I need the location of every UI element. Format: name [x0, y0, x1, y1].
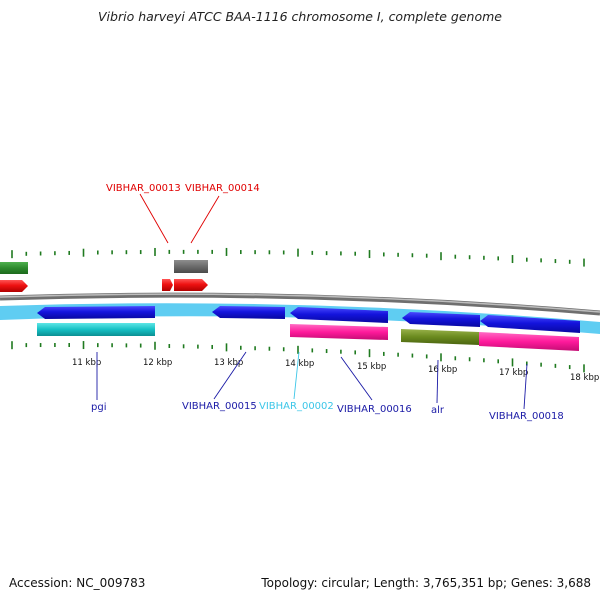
tick-label: 17 kbp	[499, 368, 528, 378]
reverse-cds-alr[interactable]	[402, 312, 480, 327]
label-leader-lines	[96, 193, 528, 410]
gene-labels: VIBHAR_00013 VIBHAR_00014 pgi VIBHAR_000…	[91, 183, 564, 422]
kbp-tick-labels: 11 kbp 12 kbp 13 kbp 14 kbp 15 kbp 16 kb…	[72, 358, 599, 383]
gene-label-pgi[interactable]: pgi	[91, 402, 106, 413]
gene-label-vibhar-00016[interactable]: VIBHAR_00016	[337, 404, 412, 415]
tick-label: 15 kbp	[357, 362, 386, 372]
misc-feature-vibhar-00002[interactable]	[290, 324, 388, 340]
leader-vibhar-00002	[293, 351, 300, 400]
leader-vibhar-00013	[139, 193, 169, 244]
gray-feature[interactable]	[174, 260, 208, 273]
upper-tick-ruler	[11, 247, 585, 267]
tick-label: 13 kbp	[214, 358, 243, 368]
reverse-cds-vibhar-00015[interactable]	[212, 306, 285, 319]
genome-backbone	[0, 292, 600, 316]
genome-summary-text: Topology: circular; Length: 3,765,351 bp…	[261, 576, 591, 590]
gene-label-vibhar-00013[interactable]: VIBHAR_00013	[106, 183, 181, 194]
tick-label: 11 kbp	[72, 358, 101, 368]
forward-cds-arrow-vibhar-00014[interactable]	[174, 279, 208, 291]
gene-label-vibhar-00018[interactable]: VIBHAR_00018	[489, 411, 564, 422]
reverse-cds-vibhar-00018[interactable]	[480, 315, 580, 333]
gene-feature-pgi[interactable]	[37, 323, 155, 336]
reverse-cds-pgi[interactable]	[37, 306, 155, 319]
misc-feature-vibhar-00018[interactable]	[479, 332, 579, 351]
leader-vibhar-00016	[340, 356, 373, 401]
gene-label-vibhar-00014[interactable]: VIBHAR_00014	[185, 183, 260, 194]
tick-label: 14 kbp	[285, 359, 314, 369]
tick-label: 18 kbp	[570, 373, 599, 383]
leader-vibhar-00014	[190, 195, 220, 244]
forward-cds-arrow-vibhar-00013[interactable]	[162, 279, 173, 291]
genome-backbone-highlight	[0, 293, 600, 313]
reverse-cds-vibhar-00016[interactable]	[290, 307, 388, 323]
leader-vibhar-00015	[213, 351, 247, 400]
rrna-feature-alr[interactable]	[401, 329, 479, 345]
gene-label-alr[interactable]: alr	[431, 405, 445, 416]
leader-vibhar-00018	[523, 363, 528, 410]
lower-tick-ruler	[11, 341, 585, 373]
leader-alr	[436, 359, 439, 404]
accession-text: Accession: NC_009783	[9, 576, 146, 590]
dark-green-feature[interactable]	[0, 262, 28, 274]
tick-label: 12 kbp	[143, 358, 172, 368]
forward-cds-arrow-left[interactable]	[0, 280, 28, 292]
tick-label: 16 kbp	[428, 365, 457, 375]
gene-label-vibhar-00015[interactable]: VIBHAR_00015	[182, 401, 257, 412]
gene-label-vibhar-00002[interactable]: VIBHAR_00002	[259, 401, 334, 412]
map-title: Vibrio harveyi ATCC BAA-1116 chromosome …	[98, 9, 502, 24]
